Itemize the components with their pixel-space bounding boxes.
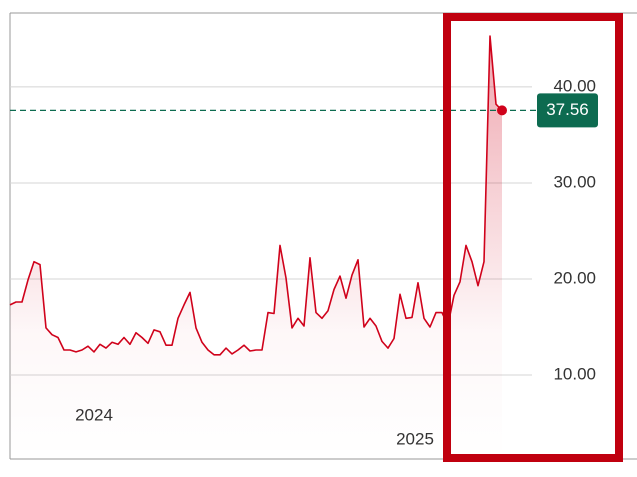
y-tick-label: 10.00 [553, 364, 596, 383]
y-tick-label: 30.00 [553, 172, 596, 191]
area [10, 36, 502, 459]
highlight-box [443, 13, 623, 462]
y-tick-label: 40.00 [553, 76, 596, 95]
price-line [9, 35, 503, 356]
last-price-label: 37.56 [546, 100, 589, 119]
last-point [497, 105, 507, 116]
last-price-badge [537, 93, 598, 128]
y-tick-label: 20.00 [553, 268, 596, 287]
